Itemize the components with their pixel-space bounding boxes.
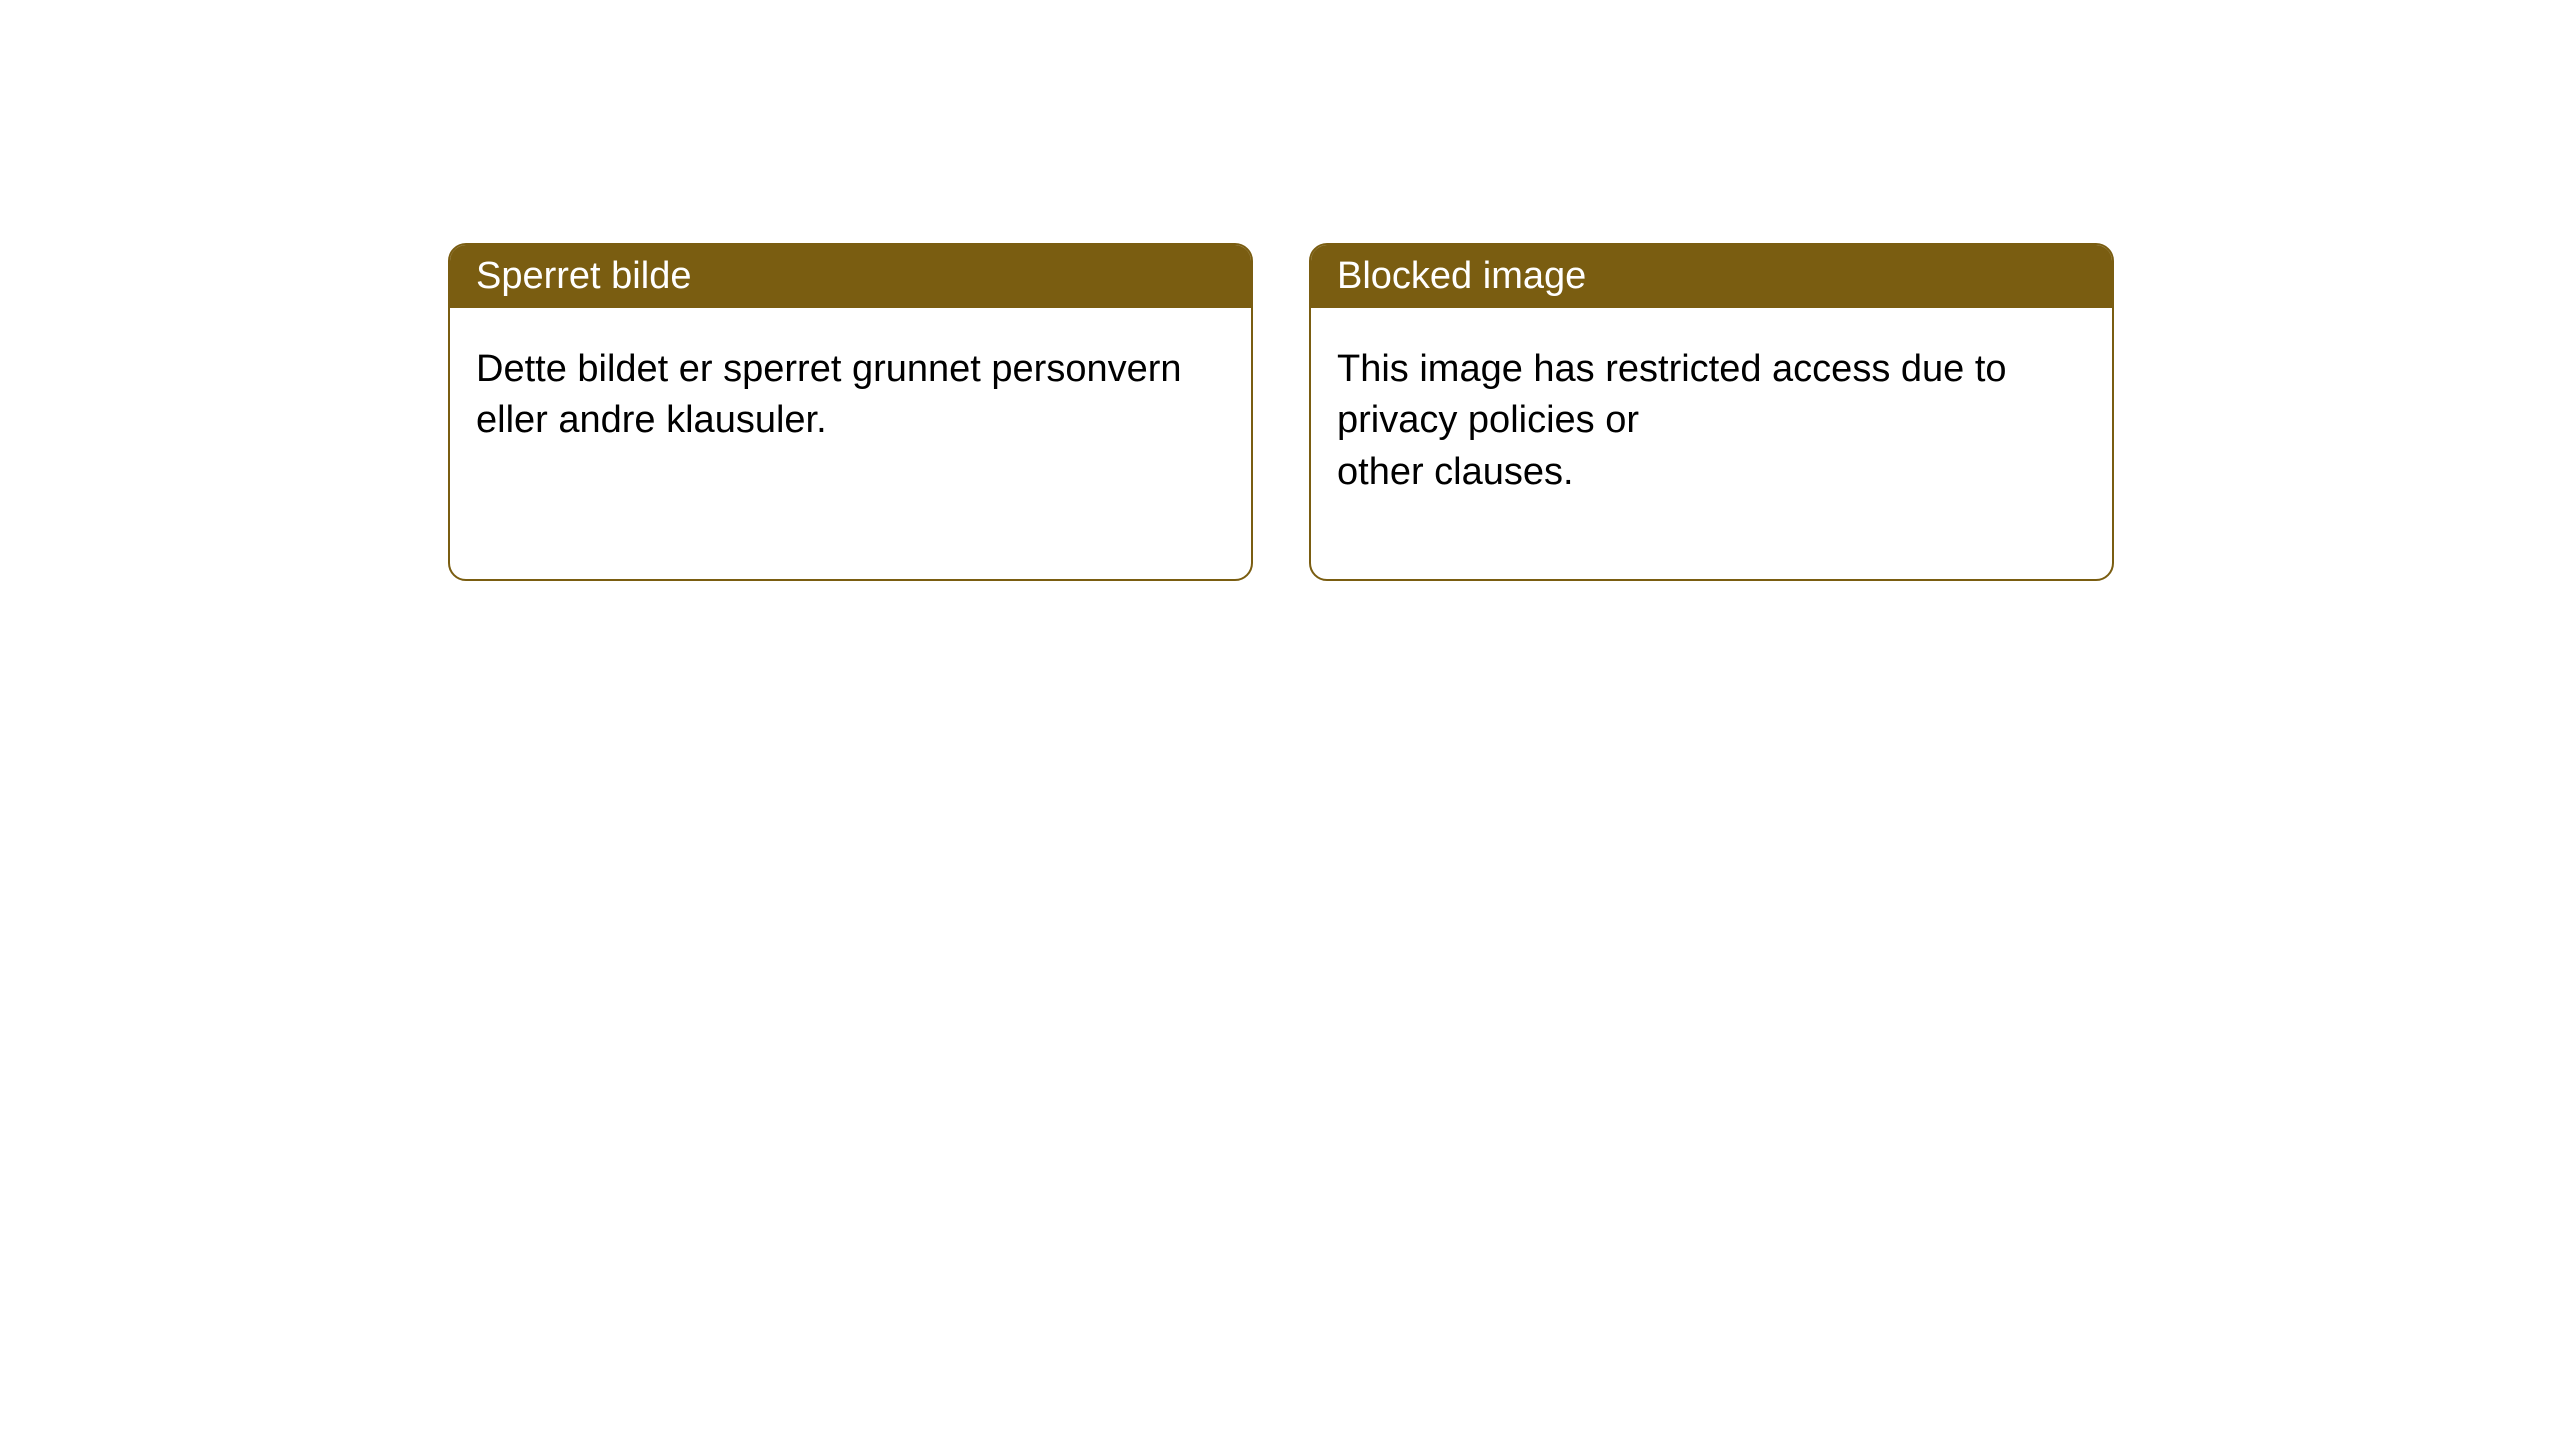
notice-card-norwegian: Sperret bilde Dette bildet er sperret gr… bbox=[448, 243, 1253, 581]
notice-body: Dette bildet er sperret grunnet personve… bbox=[450, 308, 1251, 483]
notice-header: Sperret bilde bbox=[450, 245, 1251, 308]
notice-container: Sperret bilde Dette bildet er sperret gr… bbox=[448, 243, 2114, 581]
notice-body: This image has restricted access due to … bbox=[1311, 308, 2112, 534]
notice-header: Blocked image bbox=[1311, 245, 2112, 308]
notice-card-english: Blocked image This image has restricted … bbox=[1309, 243, 2114, 581]
